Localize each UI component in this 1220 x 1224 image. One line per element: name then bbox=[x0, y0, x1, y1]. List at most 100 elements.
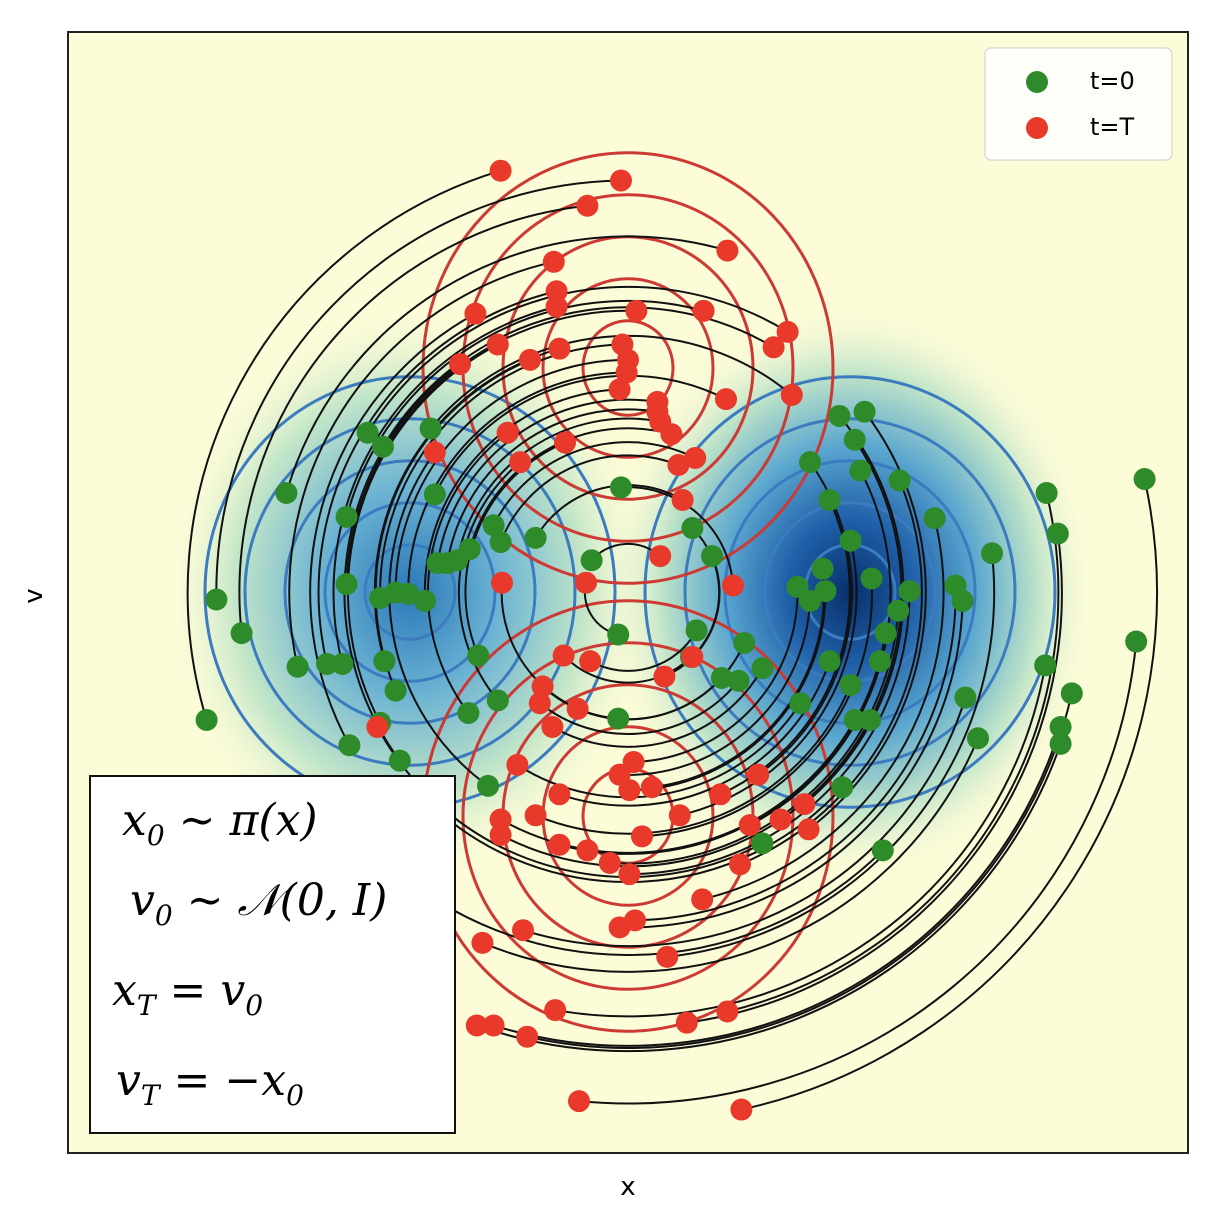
point bbox=[1049, 716, 1072, 739]
trajectory bbox=[492, 441, 696, 526]
point bbox=[1049, 732, 1072, 755]
trajectory bbox=[629, 591, 911, 876]
point bbox=[715, 388, 737, 411]
point bbox=[524, 526, 547, 549]
trajectory bbox=[634, 585, 957, 922]
point bbox=[747, 763, 770, 786]
annotation-subscript: 0 bbox=[286, 1079, 304, 1112]
point bbox=[489, 159, 512, 182]
point bbox=[1034, 654, 1057, 677]
point bbox=[871, 839, 894, 862]
point bbox=[981, 542, 1003, 565]
trajectory bbox=[388, 451, 489, 787]
point bbox=[622, 751, 645, 774]
trajectory bbox=[500, 719, 872, 868]
point bbox=[610, 476, 632, 499]
annotation-text: = −x bbox=[160, 1055, 287, 1106]
point bbox=[967, 727, 989, 750]
trajectory bbox=[500, 582, 619, 720]
annotation-subscript: 0 bbox=[155, 899, 173, 932]
annotation-line: xT = v0 bbox=[112, 965, 263, 1022]
contour bbox=[283, 459, 537, 725]
point bbox=[366, 716, 389, 739]
trajectory bbox=[423, 388, 620, 601]
point bbox=[423, 441, 446, 464]
point bbox=[923, 507, 946, 530]
trajectory bbox=[641, 578, 874, 838]
point bbox=[477, 774, 499, 797]
trajectory bbox=[555, 665, 1047, 1018]
point bbox=[598, 851, 621, 874]
point bbox=[608, 763, 631, 786]
point bbox=[716, 1000, 739, 1023]
point bbox=[482, 1014, 505, 1037]
legend-label: t=0 bbox=[1090, 67, 1135, 95]
point bbox=[531, 675, 554, 698]
point bbox=[544, 999, 567, 1022]
point bbox=[681, 517, 704, 540]
point bbox=[811, 557, 834, 580]
point bbox=[446, 549, 469, 572]
point bbox=[372, 435, 394, 458]
point bbox=[608, 916, 631, 939]
point bbox=[615, 361, 638, 384]
trajectory bbox=[343, 363, 461, 762]
contour bbox=[363, 543, 457, 641]
point bbox=[954, 686, 977, 709]
trajectory bbox=[493, 726, 1062, 1047]
plot-frame bbox=[67, 31, 1189, 1154]
trajectory bbox=[464, 441, 566, 656]
point bbox=[789, 692, 812, 715]
trajectory bbox=[476, 743, 1062, 1053]
trajectory bbox=[522, 697, 967, 948]
point bbox=[668, 804, 691, 827]
trajectory bbox=[667, 553, 996, 958]
trajectory bbox=[539, 680, 740, 736]
point bbox=[335, 505, 358, 528]
point bbox=[516, 1025, 539, 1048]
point bbox=[486, 689, 509, 712]
point bbox=[275, 482, 298, 505]
point bbox=[631, 825, 653, 848]
point bbox=[489, 823, 512, 846]
point bbox=[388, 749, 411, 772]
point bbox=[888, 469, 911, 492]
contour bbox=[243, 417, 577, 767]
point bbox=[769, 808, 792, 831]
trajectory bbox=[482, 737, 979, 973]
point bbox=[733, 631, 756, 654]
point bbox=[548, 337, 571, 360]
point bbox=[1046, 522, 1069, 545]
point bbox=[898, 580, 921, 603]
point bbox=[649, 545, 672, 568]
point bbox=[685, 619, 708, 642]
point bbox=[831, 776, 854, 799]
point bbox=[786, 575, 809, 598]
point bbox=[1035, 482, 1058, 505]
point bbox=[486, 333, 509, 356]
contour bbox=[643, 375, 1057, 809]
point bbox=[489, 531, 512, 554]
point bbox=[692, 299, 715, 322]
point bbox=[373, 650, 396, 673]
point bbox=[681, 645, 704, 668]
point bbox=[230, 622, 253, 645]
point bbox=[568, 1090, 590, 1113]
trajectory bbox=[346, 343, 499, 724]
point bbox=[482, 514, 505, 537]
point bbox=[722, 574, 744, 597]
point bbox=[843, 709, 866, 732]
legend: t=0 t=T bbox=[984, 47, 1173, 161]
point bbox=[545, 295, 568, 318]
annotation-text: = v bbox=[156, 965, 246, 1016]
trajectory bbox=[620, 486, 734, 586]
point bbox=[853, 400, 876, 423]
point bbox=[1125, 630, 1148, 653]
point bbox=[548, 833, 571, 856]
trajectory bbox=[578, 641, 1138, 1105]
point bbox=[649, 410, 672, 433]
trajectory bbox=[499, 454, 679, 543]
trajectory bbox=[619, 600, 964, 929]
trajectory bbox=[456, 417, 661, 561]
